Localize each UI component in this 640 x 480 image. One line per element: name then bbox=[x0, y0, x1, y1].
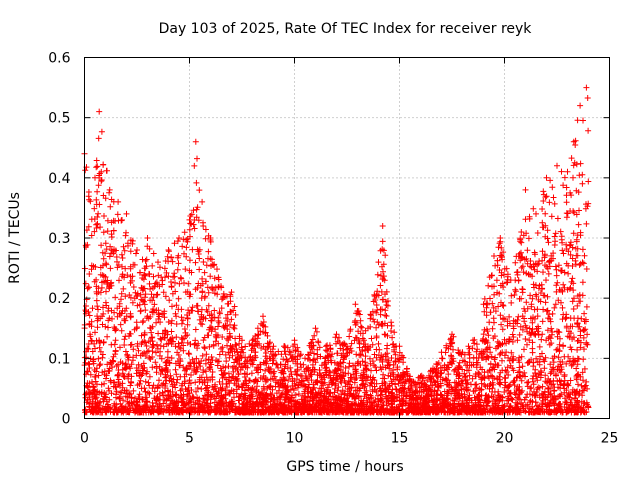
y-tick-label: 0.2 bbox=[48, 291, 70, 307]
x-tick-label: 15 bbox=[391, 431, 409, 447]
y-tick-label: 0.6 bbox=[48, 51, 70, 67]
y-tick-label: 0 bbox=[62, 412, 71, 428]
y-axis-label: ROTI / TECUs bbox=[7, 192, 23, 284]
y-tick-label: 0.1 bbox=[48, 351, 70, 367]
chart-title: Day 103 of 2025, Rate Of TEC Index for r… bbox=[159, 21, 533, 37]
y-tick-label: 0.4 bbox=[48, 171, 70, 187]
data-points bbox=[81, 84, 592, 416]
x-axis-label: GPS time / hours bbox=[286, 459, 403, 475]
x-tick-label: 5 bbox=[185, 431, 194, 447]
y-tick-label: 0.5 bbox=[48, 111, 70, 127]
x-tick-label: 0 bbox=[80, 431, 89, 447]
roti-point-cloud bbox=[81, 84, 592, 416]
x-tick-label: 25 bbox=[601, 431, 619, 447]
x-tick-label: 20 bbox=[496, 431, 514, 447]
y-tick-label: 0.3 bbox=[48, 231, 70, 247]
axis-ticks: 0 5 10 15 20 25 0 0.1 0.2 0.3 0.4 0.5 0.6 bbox=[48, 51, 618, 447]
x-tick-label: 10 bbox=[286, 431, 304, 447]
